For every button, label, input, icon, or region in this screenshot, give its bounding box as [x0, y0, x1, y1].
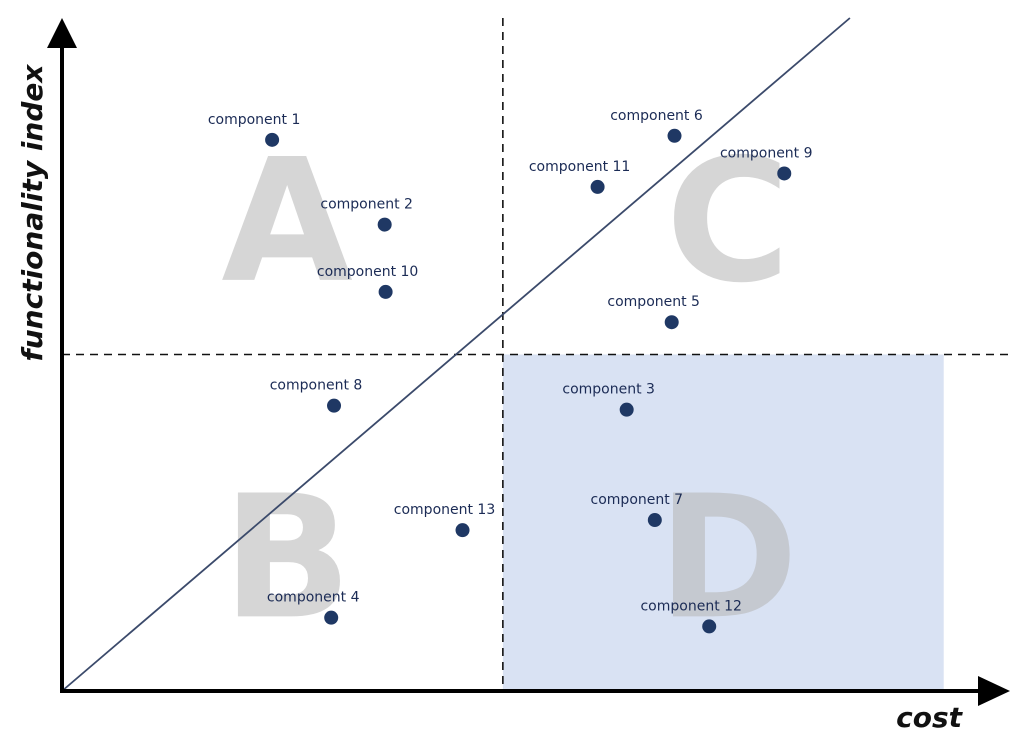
quadrant-letter-d: D [657, 459, 798, 657]
quadrant-d-highlight [502, 354, 944, 691]
data-point-4 [324, 610, 339, 625]
data-point-10 [378, 284, 393, 299]
data-point-11 [590, 179, 605, 194]
y-axis-arrow-icon [47, 18, 77, 48]
data-label-2: component 2 [320, 197, 413, 213]
data-point-13 [455, 523, 470, 538]
axes-layer [47, 18, 1010, 706]
diagonal-line-layer [61, 17, 851, 692]
data-point-8 [327, 398, 342, 413]
y-axis-title: functionality index [16, 64, 49, 362]
diagonal-line [61, 17, 851, 692]
highlight-region-layer [502, 354, 944, 691]
data-point-2 [377, 217, 392, 232]
data-label-4: component 4 [267, 590, 360, 606]
data-point-12 [702, 619, 717, 634]
data-label-3: component 3 [562, 382, 655, 398]
points-layer: component 1 component 2 component 3 compone… [208, 108, 813, 634]
data-label-9: component 9 [720, 145, 813, 161]
data-point-7 [647, 513, 662, 528]
data-point-1 [265, 132, 280, 147]
quadrant-letter-c: C [666, 123, 791, 321]
quadrant-letter-a: A [221, 123, 353, 321]
data-point-5 [664, 315, 679, 330]
data-point-3 [619, 402, 634, 417]
quadrant-letters-layer: AB CD [221, 123, 798, 658]
data-label-10: component 10 [317, 264, 418, 280]
data-point-9 [777, 166, 792, 181]
x-axis-arrow-icon [978, 676, 1010, 706]
quadrant-dividers-layer [62, 18, 1012, 691]
data-label-13: component 13 [394, 502, 495, 518]
data-label-11: component 11 [529, 159, 630, 175]
data-label-8: component 8 [270, 378, 363, 394]
data-label-7: component 7 [591, 492, 684, 508]
data-label-1: component 1 [208, 112, 301, 128]
data-label-6: component 6 [610, 108, 703, 124]
data-label-5: component 5 [607, 294, 700, 310]
x-axis-title: cost [896, 701, 964, 734]
quadrant-letter-b: B [222, 459, 352, 657]
data-label-12: component 12 [640, 598, 741, 614]
data-point-6 [667, 128, 682, 143]
